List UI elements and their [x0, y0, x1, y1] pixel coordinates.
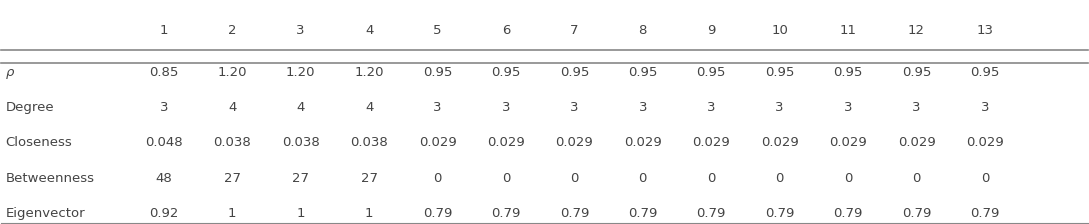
- Text: 0.029: 0.029: [418, 136, 456, 149]
- Text: 0.029: 0.029: [761, 136, 798, 149]
- Text: 13: 13: [977, 24, 993, 37]
- Text: Closeness: Closeness: [5, 136, 73, 149]
- Text: 0.79: 0.79: [560, 207, 589, 220]
- Text: 0: 0: [571, 172, 578, 185]
- Text: 0.79: 0.79: [628, 207, 658, 220]
- Text: 0.038: 0.038: [213, 136, 252, 149]
- Text: 1: 1: [365, 207, 374, 220]
- Text: 0: 0: [638, 172, 647, 185]
- Text: 0.79: 0.79: [423, 207, 452, 220]
- Text: 3: 3: [638, 101, 647, 114]
- Text: 4: 4: [365, 101, 374, 114]
- Text: 0.029: 0.029: [693, 136, 730, 149]
- Text: 0.85: 0.85: [149, 66, 179, 79]
- Text: 0: 0: [844, 172, 853, 185]
- Text: 1: 1: [228, 207, 236, 220]
- Text: 2: 2: [228, 24, 236, 37]
- Text: 0.029: 0.029: [966, 136, 1004, 149]
- Text: 0.029: 0.029: [487, 136, 525, 149]
- Text: 0.038: 0.038: [282, 136, 319, 149]
- Text: 7: 7: [571, 24, 578, 37]
- Text: 0: 0: [775, 172, 784, 185]
- Text: Betweenness: Betweenness: [5, 172, 95, 185]
- Text: 4: 4: [296, 101, 305, 114]
- Text: 27: 27: [223, 172, 241, 185]
- Text: 0.79: 0.79: [491, 207, 521, 220]
- Text: 1: 1: [296, 207, 305, 220]
- Text: 3: 3: [502, 101, 510, 114]
- Text: 12: 12: [908, 24, 925, 37]
- Text: 3: 3: [844, 101, 853, 114]
- Text: 0.95: 0.95: [833, 66, 862, 79]
- Text: 0.95: 0.95: [697, 66, 726, 79]
- Text: 4: 4: [365, 24, 374, 37]
- Text: 0.95: 0.95: [560, 66, 589, 79]
- Text: 10: 10: [771, 24, 788, 37]
- Text: 1.20: 1.20: [286, 66, 316, 79]
- Text: 0.95: 0.95: [970, 66, 1000, 79]
- Text: 3: 3: [981, 101, 989, 114]
- Text: 0.95: 0.95: [764, 66, 794, 79]
- Text: 0.79: 0.79: [902, 207, 931, 220]
- Text: 0: 0: [502, 172, 510, 185]
- Text: 0.048: 0.048: [145, 136, 183, 149]
- Text: 1: 1: [159, 24, 168, 37]
- Text: 3: 3: [707, 101, 715, 114]
- Text: 0: 0: [433, 172, 442, 185]
- Text: 0.79: 0.79: [697, 207, 726, 220]
- Text: 0.038: 0.038: [351, 136, 388, 149]
- Text: 6: 6: [502, 24, 510, 37]
- Text: 5: 5: [433, 24, 442, 37]
- Text: 0.95: 0.95: [423, 66, 452, 79]
- Text: 48: 48: [156, 172, 172, 185]
- Text: 0.029: 0.029: [897, 136, 935, 149]
- Text: 11: 11: [840, 24, 857, 37]
- Text: 0.95: 0.95: [491, 66, 521, 79]
- Text: 3: 3: [433, 101, 442, 114]
- Text: 0.79: 0.79: [764, 207, 794, 220]
- Text: 3: 3: [571, 101, 578, 114]
- Text: 9: 9: [707, 24, 715, 37]
- Text: 8: 8: [638, 24, 647, 37]
- Text: 0.029: 0.029: [555, 136, 594, 149]
- Text: 0: 0: [707, 172, 715, 185]
- Text: 4: 4: [228, 101, 236, 114]
- Text: 0: 0: [981, 172, 989, 185]
- Text: 0.95: 0.95: [902, 66, 931, 79]
- Text: Degree: Degree: [5, 101, 54, 114]
- Text: 3: 3: [296, 24, 305, 37]
- Text: 3: 3: [159, 101, 168, 114]
- Text: 27: 27: [292, 172, 309, 185]
- Text: 1.20: 1.20: [218, 66, 247, 79]
- Text: 0.029: 0.029: [624, 136, 662, 149]
- Text: 3: 3: [913, 101, 921, 114]
- Text: 3: 3: [775, 101, 784, 114]
- Text: Eigenvector: Eigenvector: [5, 207, 85, 220]
- Text: 0.79: 0.79: [970, 207, 1000, 220]
- Text: 1.20: 1.20: [354, 66, 383, 79]
- Text: 0.79: 0.79: [833, 207, 862, 220]
- Text: ρ: ρ: [5, 66, 14, 79]
- Text: 0.029: 0.029: [829, 136, 867, 149]
- Text: 0.92: 0.92: [149, 207, 179, 220]
- Text: 0.95: 0.95: [628, 66, 658, 79]
- Text: 0: 0: [913, 172, 920, 185]
- Text: 27: 27: [360, 172, 378, 185]
